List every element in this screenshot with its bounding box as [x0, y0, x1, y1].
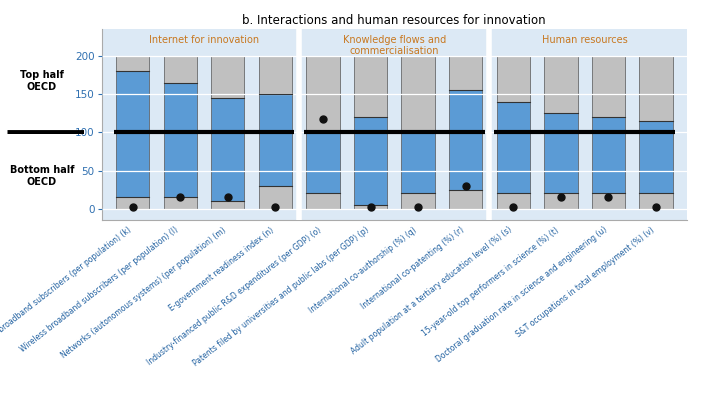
Bar: [116, 72, 149, 197]
Bar: [306, 193, 339, 209]
Bar: [116, 197, 149, 209]
Bar: [449, 90, 482, 189]
Bar: [449, 56, 482, 90]
Text: Industry-financed public R&D expenditures (per GDP) (o): Industry-financed public R&D expenditure…: [145, 225, 323, 367]
Text: Knowledge flows and
commercialisation: Knowledge flows and commercialisation: [343, 35, 446, 57]
Bar: [592, 56, 625, 117]
Text: Adult population at a tertiary education level (%) (s): Adult population at a tertiary education…: [349, 225, 513, 356]
Bar: [544, 56, 578, 113]
Bar: [211, 201, 245, 209]
Bar: [402, 56, 435, 132]
Bar: [639, 121, 673, 193]
Text: Internet for innovation: Internet for innovation: [149, 35, 259, 45]
Text: Doctoral graduation rate in science and engineering (u): Doctoral graduation rate in science and …: [434, 225, 608, 364]
Bar: [592, 193, 625, 209]
Bar: [306, 132, 339, 193]
Text: Patents filed by universities and public labs (per GDP) (p): Patents filed by universities and public…: [191, 225, 371, 368]
Bar: [496, 56, 530, 102]
Bar: [163, 83, 197, 197]
Bar: [354, 117, 387, 205]
Bar: [259, 186, 292, 209]
Bar: [449, 189, 482, 209]
Bar: [544, 113, 578, 193]
Text: International co-patenting (%) (r): International co-patenting (%) (r): [360, 225, 465, 311]
Bar: [163, 56, 197, 83]
Bar: [163, 197, 197, 209]
Text: Fixed broadband subscribers (per population) (k): Fixed broadband subscribers (per populat…: [0, 225, 132, 348]
Text: Top half
OECD: Top half OECD: [20, 70, 64, 92]
Bar: [354, 56, 387, 117]
Bar: [259, 94, 292, 186]
Text: 15-year-old top performers in science (%) (t): 15-year-old top performers in science (%…: [421, 225, 561, 338]
Bar: [639, 56, 673, 121]
Bar: [211, 56, 245, 98]
Bar: [496, 102, 530, 193]
Bar: [592, 117, 625, 193]
Bar: [639, 193, 673, 209]
Text: E-government readiness index (n): E-government readiness index (n): [167, 225, 275, 312]
Bar: [402, 132, 435, 193]
Bar: [116, 56, 149, 72]
Text: S&T occupations in total employment (%) (v): S&T occupations in total employment (%) …: [515, 225, 656, 339]
Title: b. Interactions and human resources for innovation: b. Interactions and human resources for …: [243, 14, 546, 27]
Bar: [259, 56, 292, 94]
Text: Networks (autonomous systems) (per population) (m): Networks (autonomous systems) (per popul…: [60, 225, 228, 360]
Text: Wireless broadband subscribers (per population) (l): Wireless broadband subscribers (per popu…: [19, 225, 180, 354]
Bar: [306, 56, 339, 132]
Bar: [354, 205, 387, 209]
Text: Bottom half
OECD: Bottom half OECD: [10, 165, 74, 187]
Bar: [211, 98, 245, 201]
Bar: [544, 193, 578, 209]
Text: International co-authorship (%) (q): International co-authorship (%) (q): [307, 225, 418, 315]
Text: Human resources: Human resources: [542, 35, 627, 45]
Bar: [402, 193, 435, 209]
Bar: [496, 193, 530, 209]
